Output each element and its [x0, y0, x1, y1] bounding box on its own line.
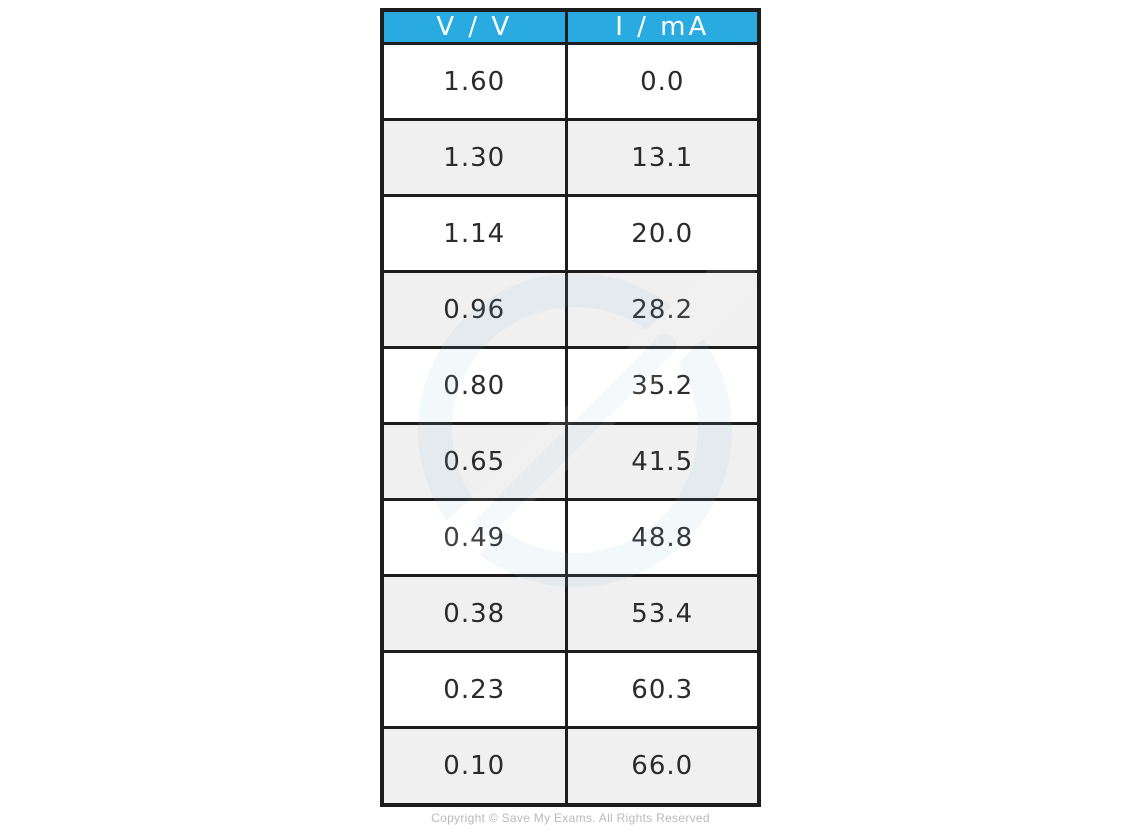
table-row: 1.30 13.1: [380, 118, 761, 198]
cell-current: 53.4: [564, 574, 761, 654]
data-table: V / V I / mA 1.60 0.0 1.30 13.1 1.14 20.…: [380, 8, 761, 807]
cell-voltage: 0.38: [380, 574, 568, 654]
table-row: 0.65 41.5: [380, 422, 761, 502]
cell-current: 66.0: [564, 726, 761, 807]
cell-current: 41.5: [564, 422, 761, 502]
cell-voltage: 0.65: [380, 422, 568, 502]
table-row: 0.49 48.8: [380, 498, 761, 578]
table-row: 0.10 66.0: [380, 726, 761, 807]
cell-voltage: 1.60: [380, 41, 568, 122]
table-row: 1.60 0.0: [380, 41, 761, 122]
column-header-current: I / mA: [564, 8, 761, 45]
cell-voltage: 0.96: [380, 270, 568, 350]
table-row: 0.38 53.4: [380, 574, 761, 654]
cell-current: 0.0: [564, 41, 761, 122]
cell-current: 60.3: [564, 650, 761, 730]
cell-voltage: 0.23: [380, 650, 568, 730]
table-row: 0.96 28.2: [380, 270, 761, 350]
column-header-voltage: V / V: [380, 8, 568, 45]
cell-voltage: 1.14: [380, 194, 568, 274]
cell-voltage: 1.30: [380, 118, 568, 198]
cell-current: 28.2: [564, 270, 761, 350]
cell-current: 20.0: [564, 194, 761, 274]
cell-current: 35.2: [564, 346, 761, 426]
cell-voltage: 0.10: [380, 726, 568, 807]
header-row: V / V I / mA: [380, 8, 761, 45]
table-row: 0.80 35.2: [380, 346, 761, 426]
cell-voltage: 0.49: [380, 498, 568, 578]
cell-current: 13.1: [564, 118, 761, 198]
table-row: 1.14 20.0: [380, 194, 761, 274]
table-row: 0.23 60.3: [380, 650, 761, 730]
copyright-text: Copyright © Save My Exams. All Rights Re…: [431, 811, 710, 825]
cell-current: 48.8: [564, 498, 761, 578]
cell-voltage: 0.80: [380, 346, 568, 426]
